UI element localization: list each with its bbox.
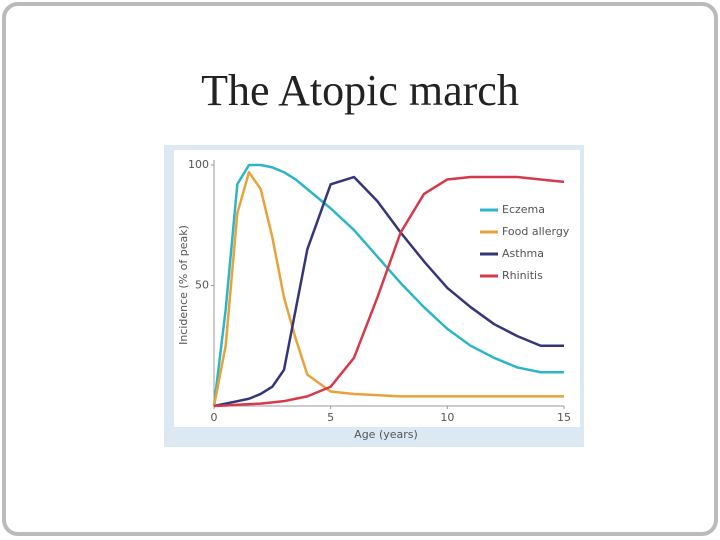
legend-label: Eczema [502,203,545,216]
y-tick-label: 100 [188,158,209,171]
series-line [212,163,564,407]
x-tick-label: 5 [327,411,334,424]
series-line [213,175,565,408]
x-tick-label: 0 [211,411,218,424]
series-line [212,170,564,407]
x-tick-label: 10 [440,411,454,424]
plot-background [174,150,580,427]
y-tick-label: 50 [195,279,209,292]
legend-label: Rhinitis [502,269,543,282]
slide-title: The Atopic march [201,66,519,115]
legend-label: Asthma [502,247,544,260]
x-tick-label: 15 [557,411,571,424]
legend-label: Food allergy [502,225,570,238]
series-line [213,175,564,408]
x-axis-label: Age (years) [354,428,418,441]
y-axis-label: Incidence (% of peak) [177,225,190,345]
